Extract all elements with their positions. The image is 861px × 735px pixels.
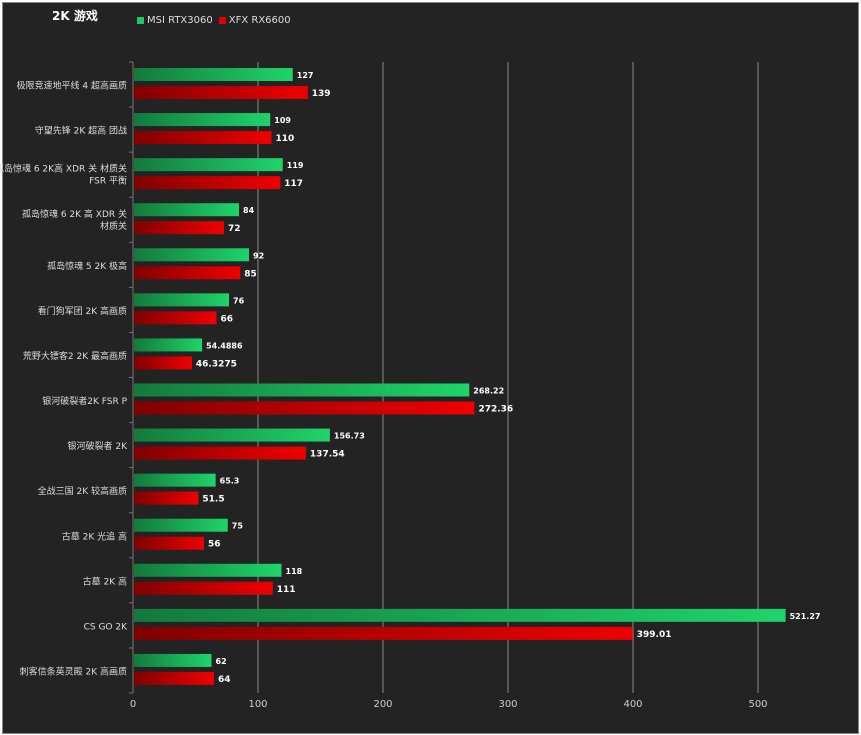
- data-label: 92: [253, 251, 264, 260]
- data-label: 117: [284, 179, 303, 189]
- data-label: 51.5: [202, 495, 224, 505]
- bar-rtx3060: [134, 518, 228, 532]
- data-label: 54.4886: [206, 341, 243, 350]
- category-label: 古墓 2K 光追 高: [62, 530, 127, 542]
- data-label: 62: [216, 657, 227, 666]
- data-label: 272.36: [478, 405, 513, 415]
- category-label: 孤岛惊魂 6 2K高 XDR 关 材质关 FSR 平衡: [0, 163, 127, 187]
- bar-rtx3060: [134, 563, 282, 577]
- bar-rtx3060: [134, 113, 271, 127]
- data-label: 72: [228, 224, 241, 234]
- data-label: 65.3: [220, 477, 240, 486]
- bar-rtx3060: [134, 473, 216, 487]
- bar-rtx3060: [134, 203, 239, 217]
- data-label: 46.3275: [196, 359, 237, 369]
- legend-swatch-green: [137, 16, 144, 24]
- data-label: 156.73: [334, 432, 365, 441]
- bar-rx6600: [134, 491, 199, 505]
- x-tick-label: 300: [498, 699, 517, 710]
- category-label: 孤岛惊魂 6 2K 高 XDR 关材质关: [22, 208, 127, 232]
- x-tick-label: 0: [130, 699, 136, 710]
- data-label: 521.27: [790, 612, 821, 621]
- chart-title: 2K 游戏: [52, 9, 98, 23]
- category-label: 银河破裂者 2K: [68, 440, 129, 452]
- bar-rtx3060: [134, 608, 786, 622]
- bar-rx6600: [134, 86, 308, 99]
- data-label: 84: [243, 206, 255, 215]
- x-tick-label: 200: [373, 699, 392, 710]
- data-label: 118: [286, 567, 303, 576]
- x-tick-label: 500: [748, 699, 767, 710]
- bar-rx6600: [134, 536, 204, 550]
- data-label: 127: [297, 71, 314, 80]
- legend-swatch-red: [218, 16, 226, 24]
- category-label: 古墓 2K 高: [83, 575, 127, 587]
- category-label: 极限竞速地平线 4 超高画质: [17, 80, 127, 92]
- bar-rx6600: [134, 581, 273, 595]
- bar-rx6600: [134, 446, 306, 460]
- bar-rtx3060: [134, 653, 212, 667]
- data-label: 109: [274, 116, 291, 125]
- data-label: 76: [233, 296, 245, 305]
- legend-item-rx6600: XFX RX6600: [218, 15, 291, 26]
- data-label: 111: [277, 585, 296, 595]
- category-label: CS GO 2K: [84, 622, 129, 632]
- bar-rtx3060: [134, 338, 203, 352]
- x-tick-label: 400: [623, 699, 642, 710]
- category-label: 守望先锋 2K 超高 团战: [35, 125, 127, 137]
- bar-rtx3060: [134, 293, 229, 307]
- bar-rx6600: [134, 356, 192, 370]
- data-label: 110: [276, 134, 295, 144]
- category-label: 孤岛惊魂 5 2K 极高: [47, 260, 127, 272]
- category-label: 刺客信条英灵殿 2K 高画质: [20, 665, 127, 677]
- data-label: 75: [232, 522, 244, 531]
- bar-rx6600: [134, 401, 475, 415]
- bar-rtx3060: [134, 68, 293, 81]
- bar-rx6600: [134, 626, 633, 640]
- bar-rtx3060: [134, 158, 283, 172]
- bar-rtx3060: [134, 248, 249, 262]
- data-label: 137.54: [310, 450, 345, 460]
- data-label: 139: [312, 89, 331, 99]
- bar-rx6600: [134, 221, 224, 235]
- category-label: 全战三国 2K 较高画质: [38, 485, 127, 497]
- data-label: 66: [221, 314, 234, 324]
- category-label: 看门狗军团 2K 高画质: [38, 305, 127, 317]
- x-tick-label: 100: [248, 699, 267, 710]
- data-label: 56: [208, 540, 221, 550]
- category-label: 荒野大镖客2 2K 最高画质: [23, 350, 127, 362]
- data-label: 268.22: [473, 387, 504, 396]
- data-label: 399.01: [637, 630, 672, 640]
- bar-rtx3060: [134, 428, 330, 442]
- category-label: 银河破裂者2K FSR P: [42, 395, 127, 407]
- bar-rx6600: [134, 671, 214, 685]
- data-label: 85: [244, 269, 257, 279]
- legend: MSI RTX3060 XFX RX6600: [137, 15, 291, 26]
- bar-rx6600: [134, 311, 217, 325]
- bar-rx6600: [134, 266, 241, 280]
- legend-item-rtx3060: MSI RTX3060: [137, 15, 213, 26]
- bar-rx6600: [134, 131, 272, 145]
- bar-rx6600: [134, 176, 281, 190]
- data-label: 64: [218, 675, 231, 685]
- bar-rtx3060: [134, 383, 470, 397]
- data-label: 119: [287, 161, 304, 170]
